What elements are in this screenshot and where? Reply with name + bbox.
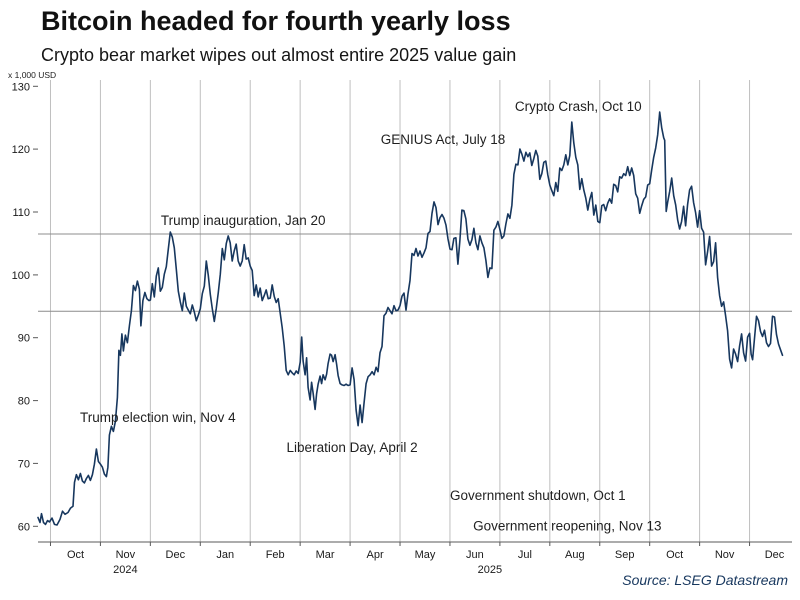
price-line-chart: 60 70 80 90 100 110 120 130 Oct Nov Dec Jan Feb Mar Ap… <box>12 80 792 576</box>
y-tick-label: 110 <box>12 207 30 219</box>
y-tick-label: 100 <box>12 270 30 282</box>
x-tick-label: Jun <box>466 549 484 561</box>
year-label: 2025 <box>478 564 502 576</box>
y-axis-unit-label: x 1,000 USD <box>8 70 57 80</box>
x-tick-label: May <box>415 549 436 561</box>
event-annotation: Trump inauguration, Jan 20 <box>161 213 326 228</box>
chart-title: Bitcoin headed for fourth yearly loss <box>41 6 511 36</box>
event-annotation: Government reopening, Nov 13 <box>473 519 661 534</box>
x-tick-label: Sep <box>615 549 635 561</box>
x-tick-label: Jul <box>518 549 532 561</box>
year-label: 2024 <box>113 564 137 576</box>
y-tick-label: 120 <box>12 144 30 156</box>
event-annotation: Crypto Crash, Oct 10 <box>515 99 642 114</box>
y-tick-label: 90 <box>18 333 30 345</box>
bitcoin-price-line <box>37 111 784 526</box>
y-tick-label: 130 <box>12 81 30 93</box>
event-annotation: Government shutdown, Oct 1 <box>450 488 626 503</box>
x-tick-label: Nov <box>116 549 136 561</box>
x-tick-label: Jan <box>216 549 234 561</box>
x-tick-label: Apr <box>367 549 384 561</box>
y-tick-label: 80 <box>18 396 30 408</box>
event-annotation: Liberation Day, April 2 <box>287 440 418 455</box>
x-tick-label: Oct <box>67 549 84 561</box>
x-tick-label: Dec <box>166 549 186 561</box>
y-tick-label: 60 <box>18 521 30 533</box>
source-credit: Source: LSEG Datastream <box>622 572 788 588</box>
x-tick-label: Nov <box>715 549 735 561</box>
chart-subtitle: Crypto bear market wipes out almost enti… <box>41 45 517 65</box>
event-annotation: Trump election win, Nov 4 <box>80 410 236 425</box>
x-tick-label: Aug <box>565 549 585 561</box>
x-tick-label: Feb <box>266 549 285 561</box>
event-annotation: GENIUS Act, July 18 <box>381 132 506 147</box>
x-tick-label: Dec <box>765 549 785 561</box>
x-tick-label: Mar <box>316 549 335 561</box>
y-tick-label: 70 <box>18 458 30 470</box>
x-tick-label: Oct <box>666 549 683 561</box>
